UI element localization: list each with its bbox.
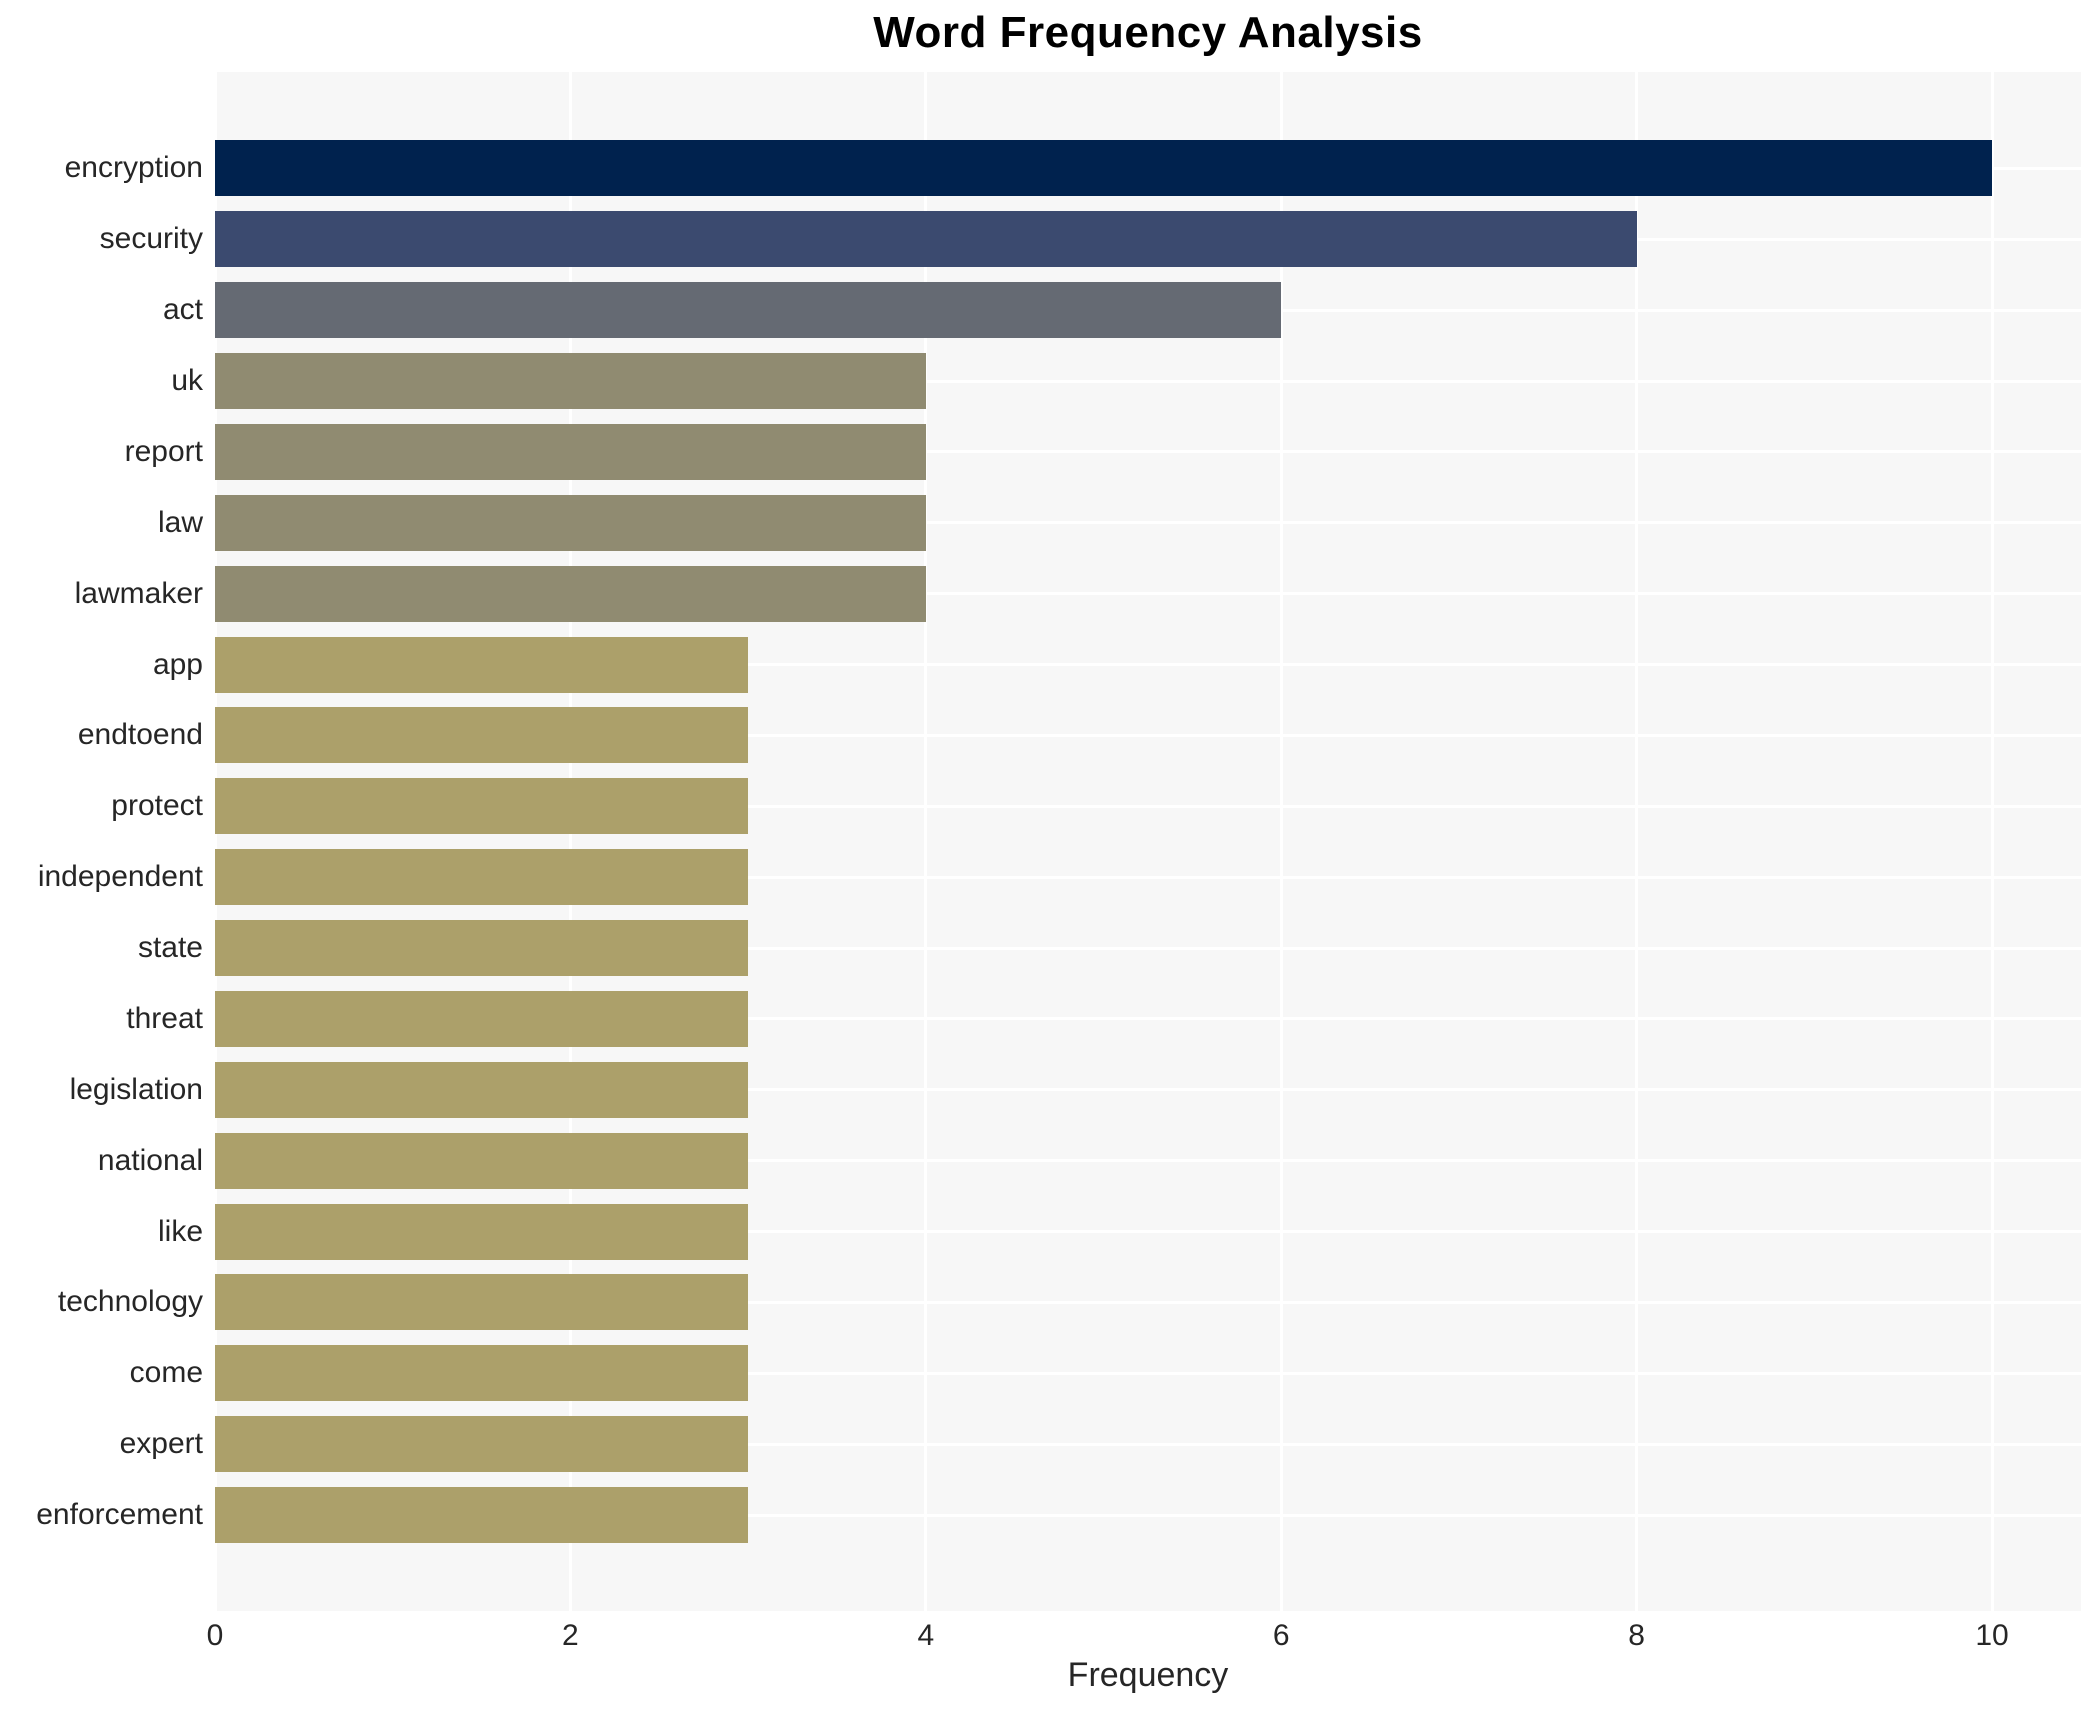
x-gridline — [568, 72, 572, 1611]
bar — [215, 636, 749, 693]
y-gridline — [215, 875, 2081, 879]
y-gridline — [215, 1300, 2081, 1304]
y-tick-label: security — [99, 222, 203, 256]
y-gridline — [215, 1017, 2081, 1021]
y-tick-label: legislation — [69, 1072, 203, 1106]
y-tick-label: state — [137, 931, 203, 965]
y-gridline — [215, 946, 2081, 950]
x-gridline — [1990, 72, 1994, 1611]
x-gridline — [1635, 72, 1639, 1611]
y-tick-label: expert — [119, 1427, 203, 1461]
y-tick-label: enforcement — [36, 1498, 203, 1532]
bar — [215, 707, 749, 764]
y-tick-label: app — [152, 647, 203, 681]
bar — [215, 1203, 749, 1260]
y-tick-label: come — [129, 1356, 203, 1390]
x-tick-label: 10 — [1975, 1619, 2009, 1652]
x-tick-label: 8 — [1628, 1619, 1645, 1652]
y-gridline — [215, 733, 2081, 737]
y-tick-label: threat — [126, 1001, 203, 1035]
bar — [215, 990, 749, 1047]
bar — [215, 1416, 749, 1473]
x-tick-label: 2 — [562, 1619, 579, 1652]
y-tick-label: uk — [171, 364, 203, 398]
x-axis-label: Frequency — [1067, 1656, 1229, 1694]
bar — [215, 1132, 749, 1189]
y-tick-label: act — [162, 293, 203, 327]
bar — [215, 849, 749, 906]
y-gridline — [215, 804, 2081, 808]
bar — [215, 353, 926, 410]
bar — [215, 1061, 749, 1118]
x-gridline — [1279, 72, 1283, 1611]
bar — [215, 920, 749, 977]
x-tick-label: 4 — [917, 1619, 935, 1652]
y-tick-label: encryption — [64, 151, 203, 185]
y-gridline — [215, 592, 2081, 596]
bar — [215, 140, 1992, 197]
x-gridline — [924, 72, 928, 1611]
chart-title: Word Frequency Analysis — [873, 8, 1423, 57]
y-gridline — [215, 663, 2081, 667]
y-gridline — [215, 1159, 2081, 1163]
y-tick-label: law — [157, 505, 203, 539]
x-tick-label: 6 — [1272, 1619, 1290, 1652]
bar — [215, 1345, 749, 1402]
bar — [215, 1274, 749, 1331]
bar — [215, 494, 926, 551]
y-gridline — [215, 1371, 2081, 1375]
bar — [215, 282, 1282, 339]
x-gridline — [213, 72, 217, 1611]
bar — [215, 423, 926, 480]
bar — [215, 211, 1637, 268]
bar — [215, 1487, 749, 1544]
y-gridline — [215, 1230, 2081, 1234]
y-tick-label: report — [124, 434, 203, 468]
y-tick-label: lawmaker — [74, 576, 203, 610]
y-tick-label: independent — [37, 860, 203, 894]
y-gridline — [215, 1513, 2081, 1517]
bar — [215, 565, 926, 622]
y-gridline — [215, 1088, 2081, 1092]
y-gridline — [215, 379, 2081, 383]
y-tick-label: national — [97, 1143, 203, 1177]
plot-area — [213, 72, 2081, 1611]
x-tick-label: 0 — [206, 1619, 224, 1652]
y-tick-label: endtoend — [77, 718, 203, 752]
y-gridline — [215, 521, 2081, 525]
y-tick-label: technology — [57, 1285, 203, 1319]
y-gridline — [215, 1442, 2081, 1446]
y-tick-label: protect — [111, 789, 203, 823]
y-gridline — [215, 450, 2081, 454]
y-tick-label: like — [157, 1214, 203, 1248]
bar — [215, 778, 749, 835]
